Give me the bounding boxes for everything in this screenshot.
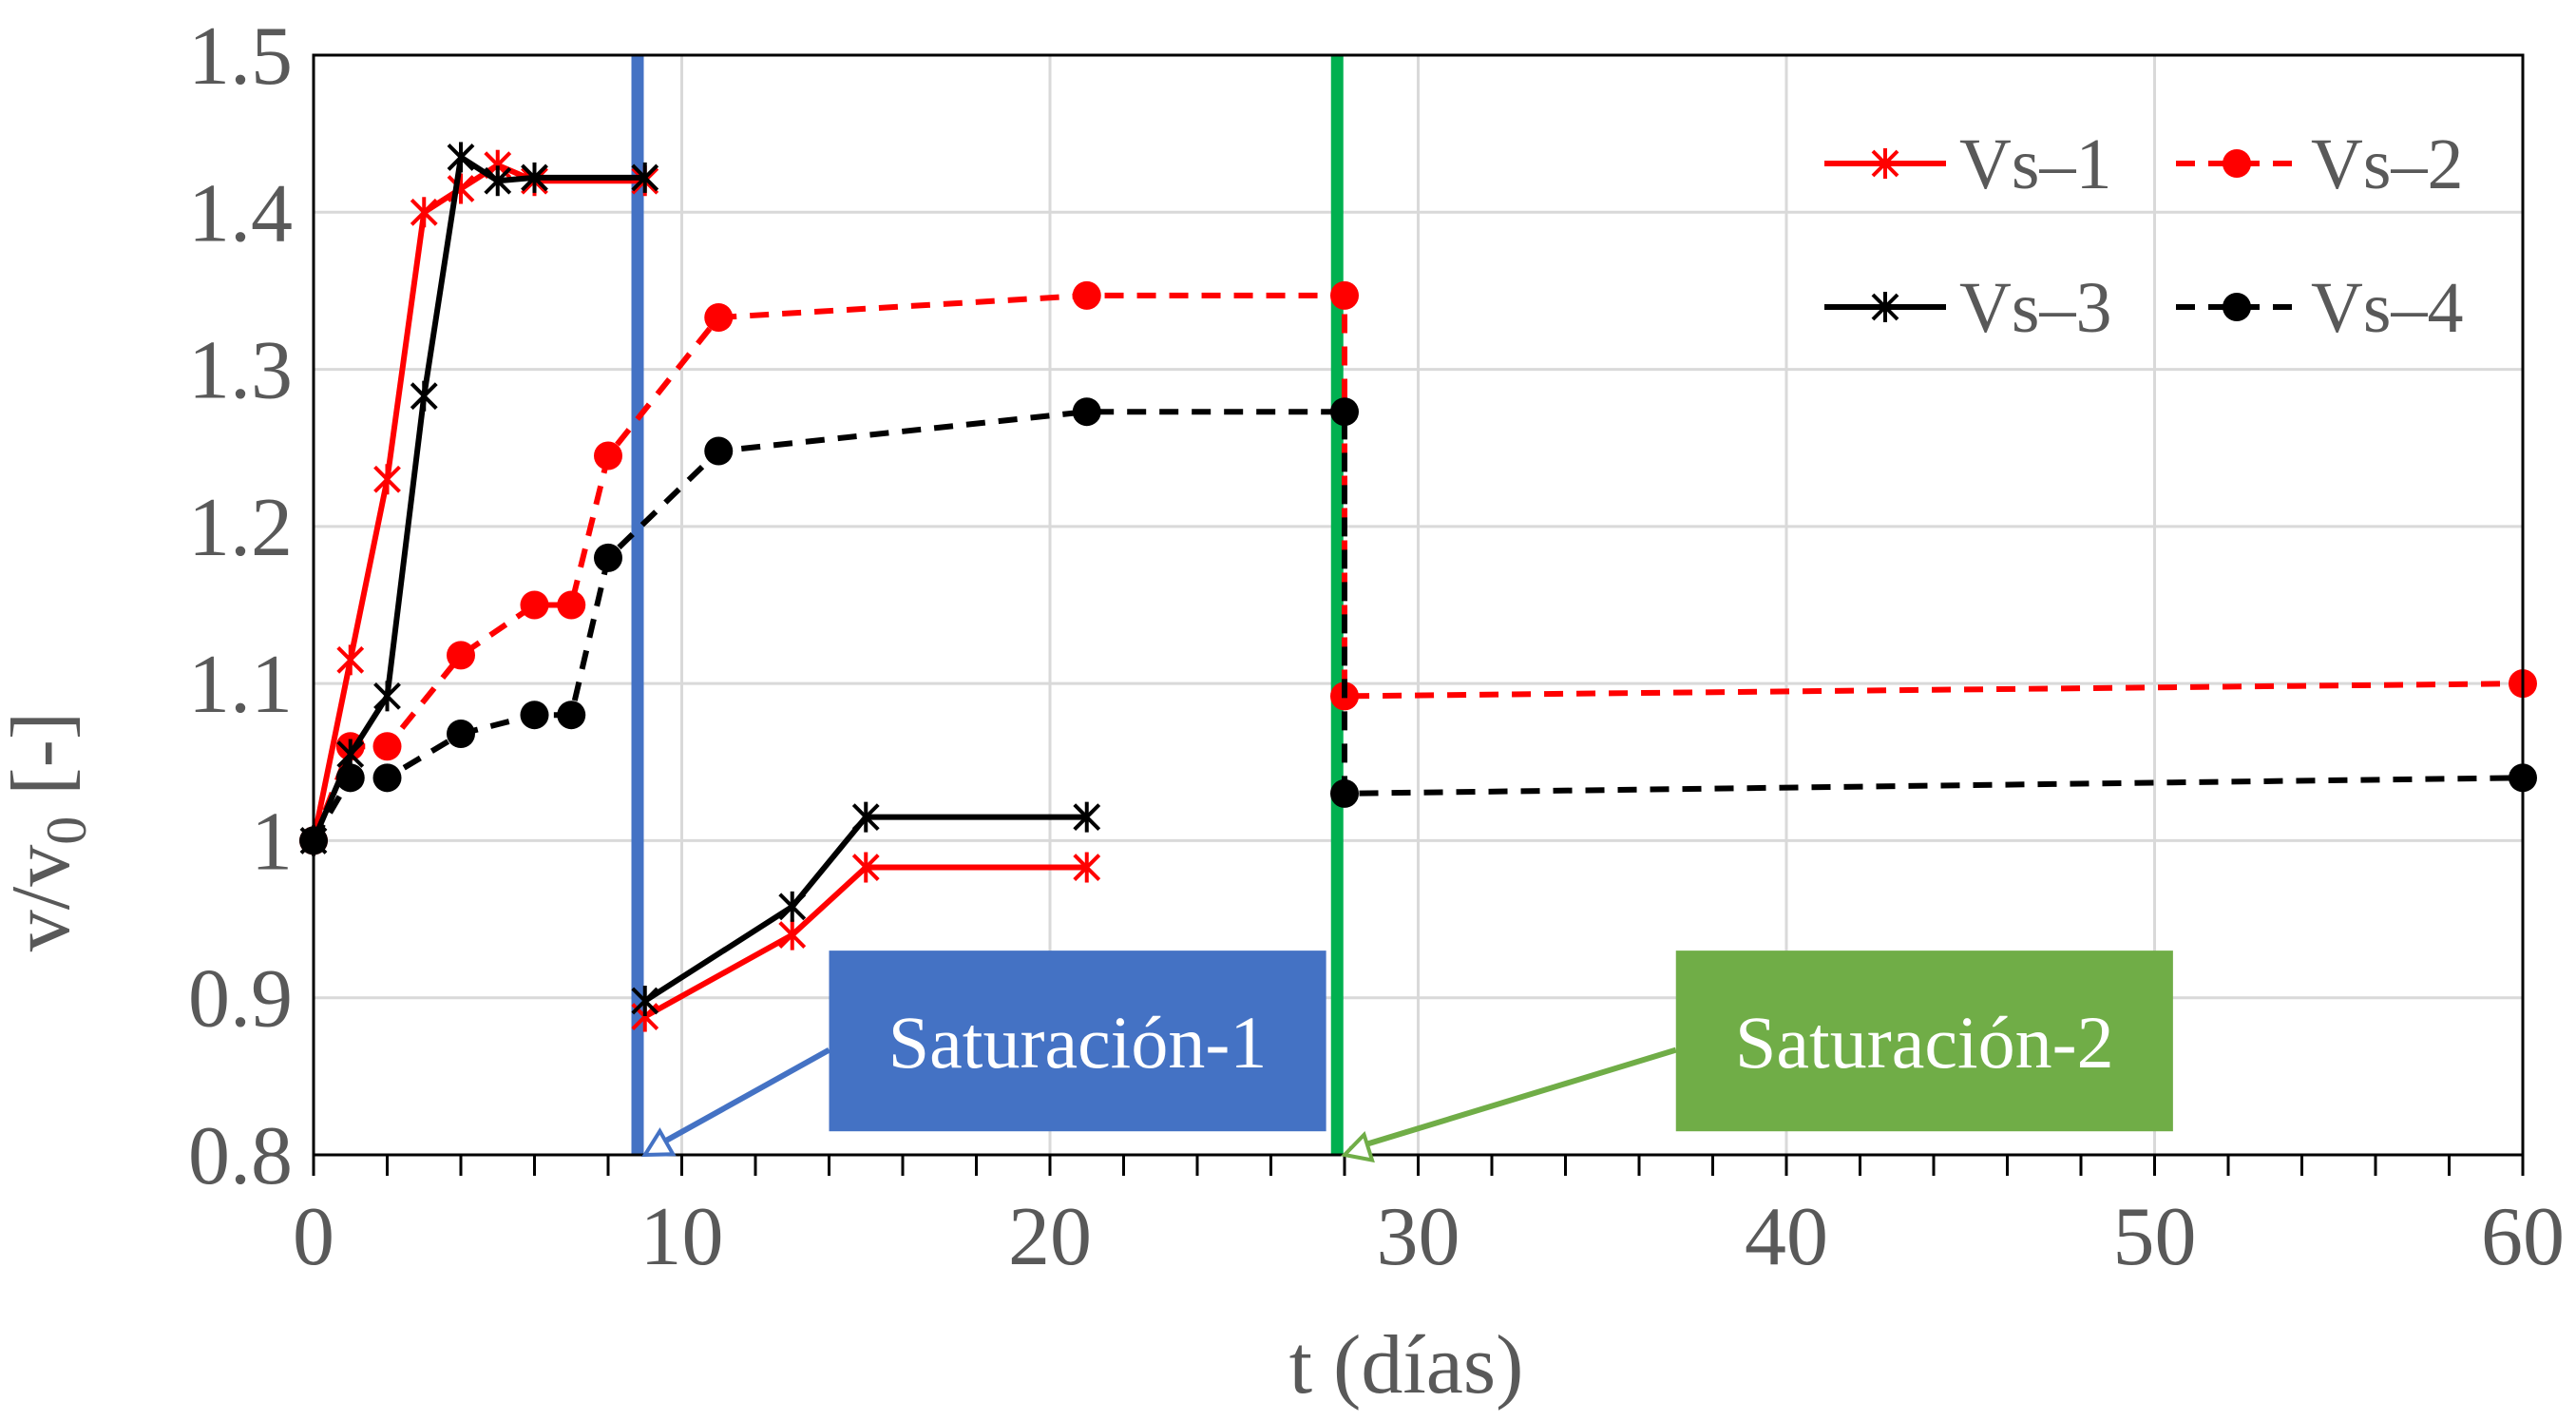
legend-entry: Vs–2 — [2176, 125, 2463, 204]
series-vs3-marker — [1073, 801, 1101, 833]
series-vs3-marker — [447, 142, 475, 173]
series-vs3-marker — [631, 162, 659, 193]
series-vs1-marker — [373, 464, 401, 495]
saturation-2-callout: Saturación-2 — [1340, 951, 2173, 1163]
legend-label: Vs–3 — [1959, 268, 2111, 348]
series-vs1-marker — [1073, 852, 1101, 883]
y-tick-label: 1.5 — [188, 10, 293, 103]
series-vs1-marker — [778, 919, 807, 951]
x-tick-label: 30 — [1377, 1191, 1460, 1283]
series-vs3-marker — [484, 165, 512, 197]
series-vs4-marker — [557, 701, 586, 730]
series-vs4-marker — [1072, 397, 1101, 427]
callout-arrow-head — [1340, 1131, 1375, 1163]
series-vs1-marker — [336, 644, 365, 676]
x-tick-label: 20 — [1008, 1191, 1092, 1283]
series-vs4-marker — [447, 720, 475, 749]
legend-label: Vs–1 — [1959, 125, 2111, 204]
legend-entry: Vs–4 — [2176, 268, 2463, 348]
series-vs3-marker — [631, 986, 659, 1017]
y-tick-label: 0.8 — [188, 1110, 293, 1202]
series-vs3-marker — [778, 891, 807, 922]
series-vs4 — [299, 397, 2537, 855]
series-vs3-marker — [373, 681, 401, 712]
callouts: Saturación-1 Saturación-2 — [641, 951, 2173, 1163]
x-tick-label: 40 — [1745, 1191, 1828, 1283]
series-vs1-line — [643, 864, 1087, 1020]
series-vs4-marker — [594, 543, 622, 572]
series-vs2-marker — [1330, 280, 1359, 310]
x-tick-label: 10 — [640, 1191, 724, 1283]
series-vs4-marker — [520, 701, 549, 730]
y-tick-label: 1 — [251, 796, 293, 888]
callout-arrow-line — [649, 1047, 830, 1152]
legend-swatch-marker — [1871, 148, 1899, 179]
series-vs3 — [299, 142, 1101, 1017]
series-vs1-marker — [410, 197, 438, 228]
x-tick-label: 0 — [293, 1191, 334, 1283]
callout-box — [829, 951, 1326, 1132]
series-vs1 — [311, 149, 1101, 1032]
series-vs2-marker — [447, 641, 475, 670]
series-vs3-marker — [521, 162, 548, 193]
legend-label: Vs–4 — [2311, 268, 2463, 348]
callout-label: Saturación-2 — [1735, 1001, 2114, 1084]
series-vs4-marker — [1330, 778, 1359, 808]
series-vs2-marker — [557, 590, 586, 620]
callout-arrow-head — [641, 1127, 677, 1158]
saturation-1-callout: Saturación-1 — [641, 951, 1326, 1158]
y-tick-label: 1.1 — [188, 639, 293, 731]
series-vs2-marker — [704, 303, 734, 333]
legend-swatch-marker — [2223, 293, 2251, 321]
y-axis-label-subscript: 0 — [35, 816, 98, 845]
legend-swatch-marker — [2223, 149, 2251, 178]
legend: Vs–1 Vs–2 Vs–3 Vs–4 — [1824, 125, 2463, 348]
y-tick-label: 1.4 — [188, 167, 293, 259]
series-vs3-marker — [410, 380, 438, 412]
series-vs2-marker — [372, 732, 402, 761]
y-axis-label-main: v/v — [0, 845, 87, 951]
axes: 0.8 0.9 1 1.1 1.2 1.3 1.4 1.5 0 10 20 30 40 50 60 — [188, 10, 2565, 1283]
y-tick-label: 1.3 — [188, 325, 293, 417]
series-vs4-marker — [372, 763, 402, 793]
y-tick-label: 0.9 — [188, 953, 293, 1046]
series-vs2-marker — [594, 441, 622, 470]
legend-entry: Vs–3 — [1824, 268, 2111, 348]
legend-entry: Vs–1 — [1824, 125, 2111, 204]
x-axis-label: t (días) — [1289, 1319, 1524, 1411]
series-vs4-marker — [704, 436, 734, 466]
x-tick-label: 50 — [2113, 1191, 2197, 1283]
series-vs3-line — [643, 814, 1087, 1004]
y-axis-label-suffix: [-] — [0, 712, 87, 816]
series-vs4-marker — [335, 763, 365, 793]
series-vs2-marker — [1072, 280, 1101, 310]
series-vs2-marker — [520, 590, 549, 620]
series-vs3-line — [311, 154, 645, 842]
legend-label: Vs–2 — [2311, 125, 2463, 204]
series-vs4-marker — [1330, 397, 1359, 427]
series-vs3-marker — [851, 801, 880, 833]
y-tick-label: 1.2 — [188, 482, 293, 574]
saturation-lines — [631, 55, 1344, 1155]
series-vs1-marker — [851, 852, 880, 883]
callout-label: Saturación-1 — [888, 1001, 1268, 1084]
callout-arrow-line — [1349, 1047, 1677, 1152]
callout-box — [1675, 951, 2173, 1132]
legend-swatch-marker — [1871, 292, 1899, 322]
x-tick-label: 60 — [2481, 1191, 2565, 1283]
y-axis-label: v/v0 [-] — [0, 712, 98, 951]
